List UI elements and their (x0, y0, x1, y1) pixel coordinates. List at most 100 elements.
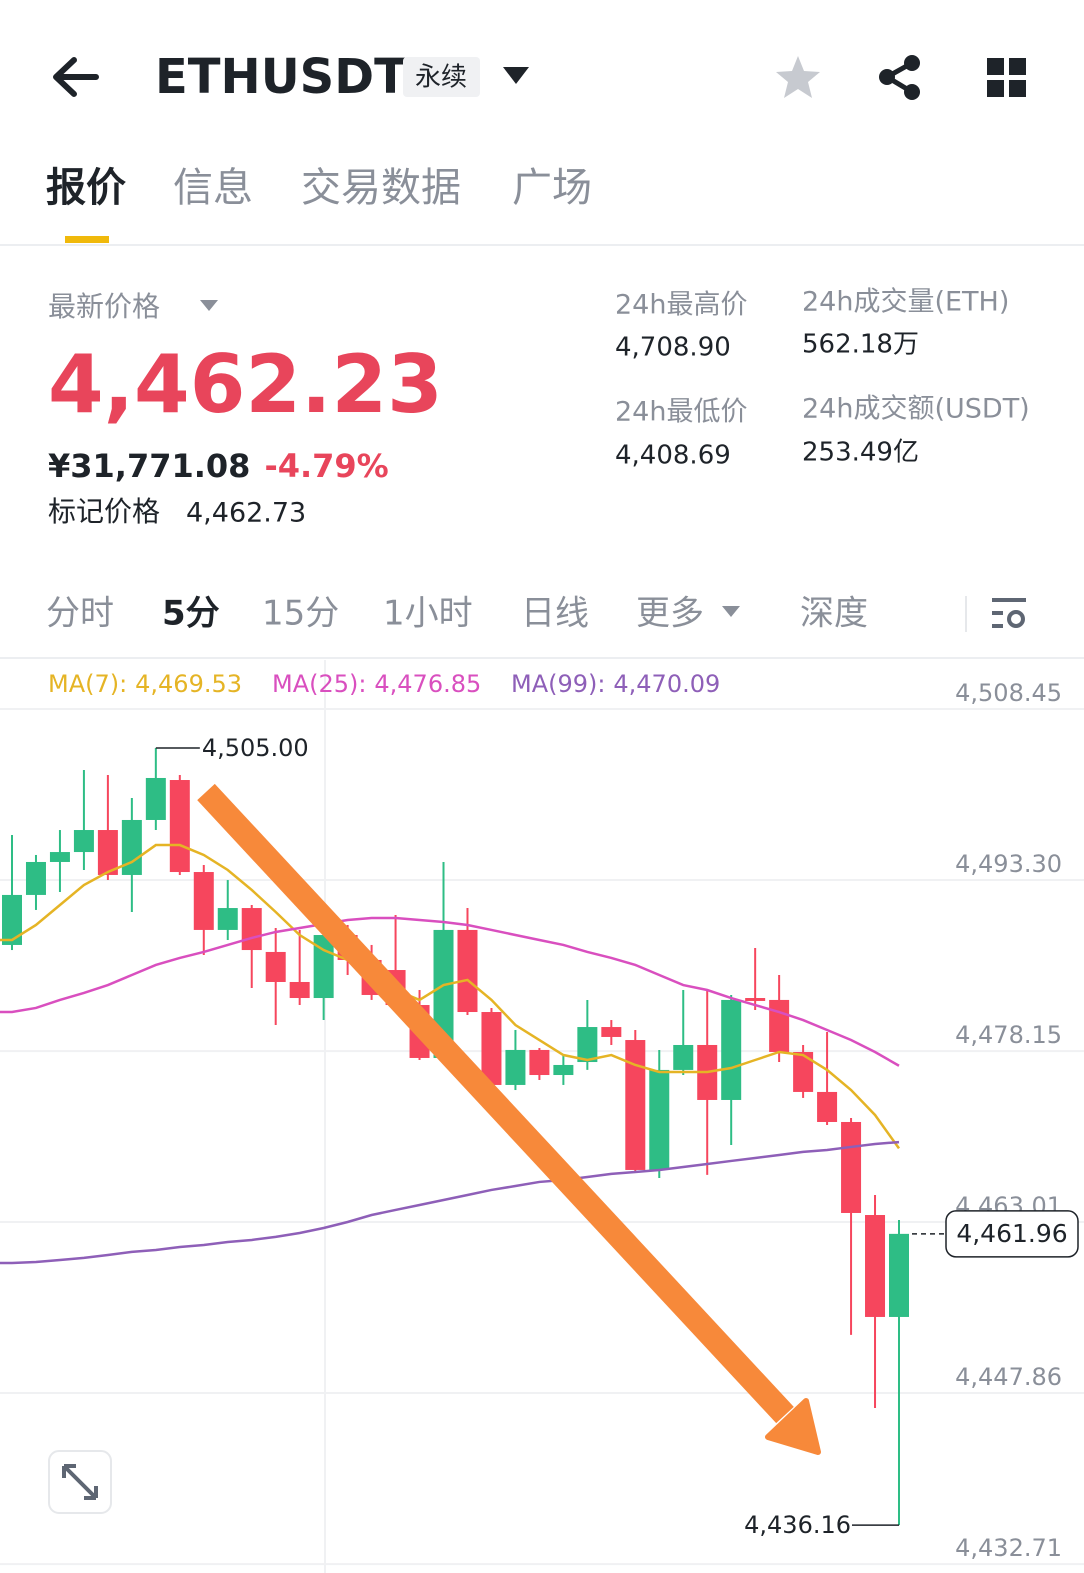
ma-line (0, 1140, 900, 1265)
candle-body (601, 1027, 622, 1037)
legend-name: MA(7) (48, 670, 119, 698)
candle-body (721, 999, 742, 1100)
candle-body (577, 1027, 598, 1063)
arrow-head (765, 1398, 821, 1455)
expand-icon (62, 1464, 98, 1500)
symbol-dropdown[interactable] (503, 67, 529, 84)
interval[interactable]: 深度 (800, 594, 868, 634)
share-icon[interactable] (879, 55, 920, 100)
candle-body (529, 1049, 550, 1076)
interval[interactable]: 5分 (162, 594, 220, 634)
candle-body (49, 852, 70, 862)
tab[interactable]: 信息 (173, 165, 253, 211)
tabs: 报价 信息 交易数据 广场 (46, 165, 592, 211)
back-button[interactable] (53, 57, 99, 97)
last-price-label: 最新价格 (48, 290, 160, 323)
favorite-icon[interactable] (776, 56, 820, 98)
tab[interactable]: 报价 (46, 165, 126, 211)
chart-settings-icon[interactable] (992, 598, 1026, 628)
interval[interactable]: 更多 (636, 594, 704, 634)
candle-body (121, 819, 142, 875)
y-tick-label: 4,432.71 (955, 1534, 1062, 1562)
candle-body (505, 1049, 526, 1085)
candle-body (817, 1091, 838, 1122)
stat-value: 562.18万 (802, 330, 919, 360)
ma-line (0, 843, 901, 1150)
legend-separator: : (597, 670, 605, 698)
candle-body (2, 894, 22, 945)
y-tick-label: 4,447.86 (955, 1363, 1062, 1391)
tab[interactable]: 广场 (512, 165, 592, 211)
stat-label: 24h最高价 (615, 290, 747, 321)
price-dropdown[interactable] (200, 300, 218, 311)
badge-bg (403, 57, 480, 97)
candle-body (769, 999, 790, 1052)
grid-menu-icon[interactable] (987, 58, 1026, 97)
tab[interactable]: 交易数据 (301, 165, 461, 211)
high-label: 4,505.00 (202, 734, 309, 762)
price-change: -4.79% (264, 447, 388, 485)
candle-body (553, 1064, 574, 1076)
badge: 永续 (415, 63, 467, 93)
grid-cell (1009, 58, 1026, 75)
candle-body (145, 777, 166, 820)
fullscreen-button[interactable] (48, 1450, 112, 1514)
stat-value: 4,708.90 (615, 333, 731, 363)
interval[interactable]: 15分 (262, 594, 339, 634)
candle-body (793, 1051, 814, 1092)
grid-cell (987, 58, 1004, 75)
legend: MA(7):4,469.53 MA(25):4,476.85 MA(99):4,47… (48, 670, 720, 698)
candle-body (745, 998, 766, 1001)
y-tick-label: 4,493.30 (955, 850, 1062, 878)
candle-body (265, 951, 286, 982)
cny-price: ¥31,771.08 (48, 447, 250, 485)
y-tick-label: 4,508.45 (955, 679, 1062, 707)
icon-gear (1007, 610, 1025, 628)
legend-name: MA(99) (511, 670, 597, 698)
interval[interactable]: 分时 (46, 594, 114, 634)
legend-name: MA(25) (272, 670, 358, 698)
candle-body (481, 1012, 502, 1085)
current-price-label: 4,461.96 (956, 1219, 1067, 1248)
grid-cell (987, 80, 1004, 97)
share-dot (904, 84, 920, 100)
candle-body (169, 780, 190, 873)
candle-body (289, 981, 310, 999)
back-icon (53, 57, 99, 97)
candle-body (649, 1069, 670, 1170)
candle-body (97, 830, 118, 875)
share-dot (879, 69, 895, 85)
ma-line (0, 916, 900, 1067)
y-tick-label: 4,478.15 (955, 1021, 1062, 1049)
candle-body (25, 861, 46, 895)
candle-body (673, 1044, 694, 1070)
more-dropdown[interactable] (722, 606, 740, 617)
legend-value: 4,470.09 (613, 670, 720, 698)
candle-body (625, 1040, 646, 1170)
stat-label: 24h最低价 (615, 397, 747, 428)
stat-label: 24h成交额(USDT) (802, 394, 1030, 425)
annotations: 4,505.00 4,436.16 4,461.96 (155, 734, 1079, 1539)
candle-body (73, 830, 94, 853)
interval[interactable]: 1小时 (383, 594, 473, 634)
legend-separator: : (358, 670, 366, 698)
trend-arrow (197, 783, 821, 1455)
legend-value: 4,469.53 (135, 670, 242, 698)
grid-cell (1009, 80, 1026, 97)
low-label: 4,436.16 (744, 1511, 851, 1539)
stat-label: 24h成交量(ETH) (802, 287, 1009, 318)
interval[interactable]: 日线 (521, 594, 589, 634)
current-price-tag[interactable] (945, 1210, 1079, 1258)
stat-value: 4,408.69 (615, 441, 731, 471)
candle-body (841, 1121, 862, 1213)
interval-bar: 分时 5分 15分 1小时 日线 更多 深度 (46, 594, 868, 634)
legend-value: 4,476.85 (374, 670, 481, 698)
candle-body (217, 908, 238, 930)
candle-body (865, 1215, 886, 1317)
arrow-shaft (197, 783, 794, 1424)
candle-body (889, 1233, 909, 1317)
symbol: ETHUSDT (155, 49, 407, 105)
legend-separator: : (119, 670, 127, 698)
stat-value: 253.49亿 (802, 438, 919, 468)
